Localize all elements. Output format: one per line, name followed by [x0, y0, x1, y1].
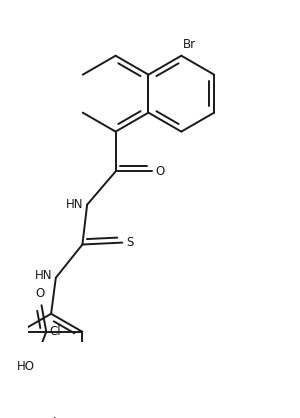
Text: HN: HN: [34, 269, 52, 282]
Text: S: S: [126, 236, 134, 249]
Text: O: O: [155, 165, 165, 178]
Text: Br: Br: [183, 38, 196, 51]
Text: O: O: [35, 288, 44, 301]
Text: HO: HO: [17, 360, 35, 373]
Text: HN: HN: [66, 198, 83, 211]
Text: Cl: Cl: [49, 325, 61, 338]
Text: Cl: Cl: [45, 417, 57, 418]
